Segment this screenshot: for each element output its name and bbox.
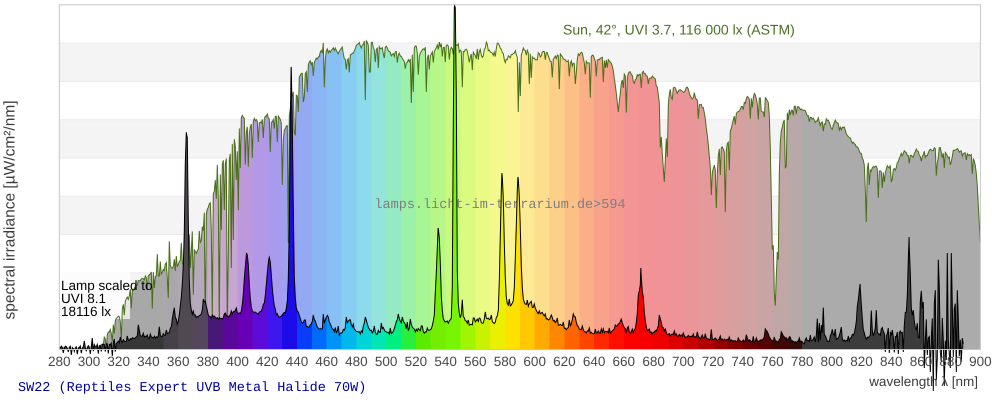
svg-text:lamps.licht-im-terrarium.de>59: lamps.licht-im-terrarium.de>594 xyxy=(374,198,625,213)
svg-text:800: 800 xyxy=(821,354,844,369)
svg-text:440: 440 xyxy=(286,354,309,369)
svg-text:SW22 (Reptiles Expert UVB Meta: SW22 (Reptiles Expert UVB Metal Halide 7… xyxy=(18,381,366,396)
svg-text:Sun, 42°, UVI 3.7, 116 000 lx: Sun, 42°, UVI 3.7, 116 000 lx (ASTM) xyxy=(563,22,795,38)
svg-text:720: 720 xyxy=(702,354,725,369)
svg-text:wavelength λ [nm]: wavelength λ [nm] xyxy=(868,374,978,389)
svg-text:560: 560 xyxy=(464,354,487,369)
svg-text:660: 660 xyxy=(613,354,636,369)
svg-text:300: 300 xyxy=(78,354,101,369)
svg-text:580: 580 xyxy=(494,354,517,369)
svg-text:340: 340 xyxy=(137,354,160,369)
svg-text:380: 380 xyxy=(197,354,220,369)
svg-text:480: 480 xyxy=(345,354,368,369)
svg-text:540: 540 xyxy=(434,354,457,369)
svg-text:640: 640 xyxy=(583,354,606,369)
svg-text:520: 520 xyxy=(405,354,428,369)
svg-text:320: 320 xyxy=(107,354,130,369)
svg-text:460: 460 xyxy=(315,354,338,369)
svg-text:420: 420 xyxy=(256,354,279,369)
svg-text:360: 360 xyxy=(167,354,190,369)
svg-text:600: 600 xyxy=(523,354,546,369)
svg-text:18116 lx: 18116 lx xyxy=(61,304,111,319)
svg-text:620: 620 xyxy=(553,354,576,369)
svg-text:820: 820 xyxy=(850,354,873,369)
svg-text:680: 680 xyxy=(642,354,665,369)
svg-text:700: 700 xyxy=(672,354,695,369)
svg-text:400: 400 xyxy=(226,354,249,369)
svg-text:Lamp scaled to: Lamp scaled to xyxy=(61,278,153,293)
svg-text:860: 860 xyxy=(910,354,933,369)
svg-text:500: 500 xyxy=(375,354,398,369)
svg-text:900: 900 xyxy=(969,354,992,369)
svg-text:740: 740 xyxy=(731,354,754,369)
svg-text:880: 880 xyxy=(939,354,962,369)
svg-text:UVI 8.1: UVI 8.1 xyxy=(61,291,106,306)
svg-text:840: 840 xyxy=(880,354,903,369)
svg-text:280: 280 xyxy=(48,354,71,369)
svg-text:spectral irradiance [µW/cm²/nm: spectral irradiance [µW/cm²/nm] xyxy=(2,100,19,319)
svg-text:760: 760 xyxy=(761,354,784,369)
svg-text:780: 780 xyxy=(791,354,814,369)
